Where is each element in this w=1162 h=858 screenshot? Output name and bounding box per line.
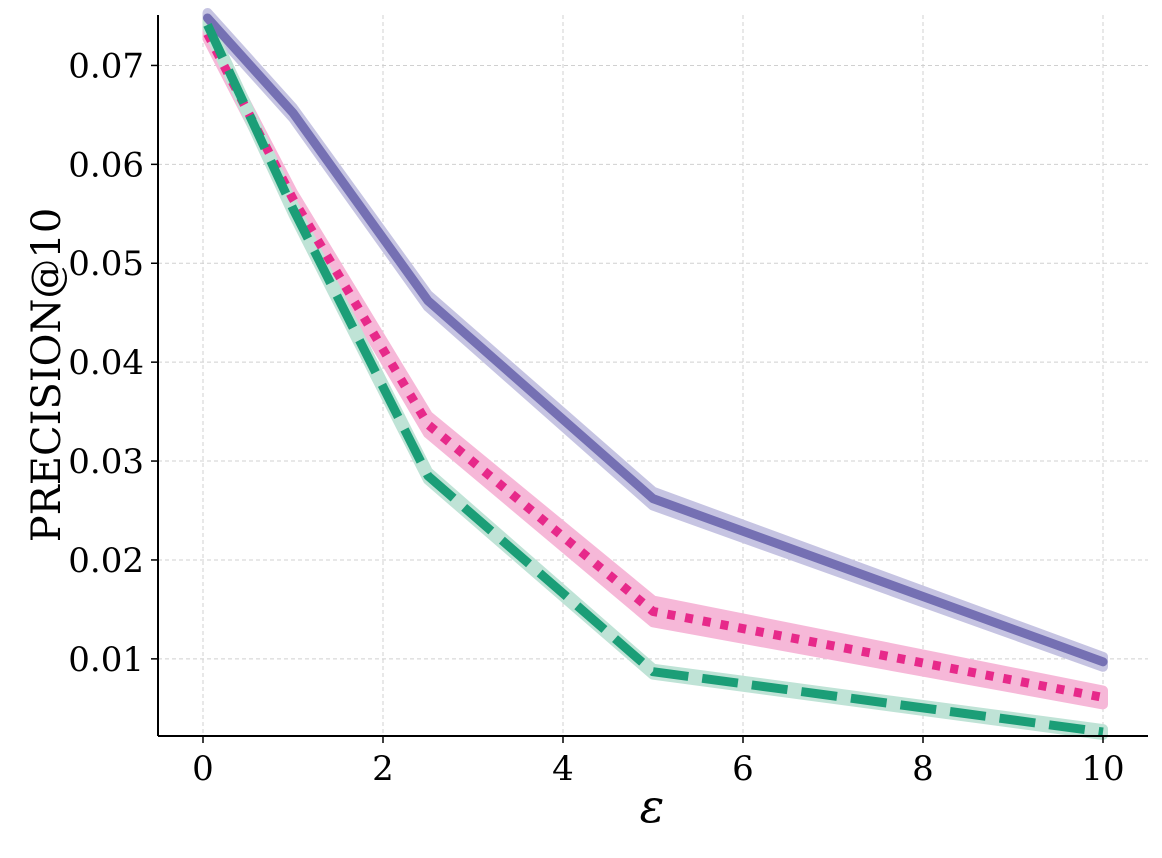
series-1-band (202, 8, 1108, 672)
y-axis-label: PRECISION@10 (24, 208, 70, 543)
y-tick-label: 0.07 (68, 46, 144, 86)
y-tick-label: 0.02 (68, 541, 144, 581)
axes (151, 15, 1148, 743)
x-tick-label: 6 (732, 749, 754, 789)
x-tick-label: 4 (552, 749, 574, 789)
tick-labels: 0 2 4 6 8 10 0.01 0.02 0.03 0.04 0.05 0.06 0.07 (68, 46, 1124, 789)
x-tick-label: 8 (912, 749, 934, 789)
series-lines (203, 13, 1108, 737)
series-3-band (202, 15, 1108, 740)
x-axis-label: ε (640, 779, 665, 833)
series-1-line (203, 13, 1108, 667)
y-tick-label: 0.03 (68, 442, 144, 482)
series-3-line (203, 23, 1104, 737)
y-tick-label: 0.05 (68, 244, 144, 284)
x-tick-label: 2 (372, 749, 394, 789)
x-tick-label: 10 (1081, 749, 1124, 789)
y-tick-label: 0.01 (68, 640, 144, 680)
y-tick-label: 0.06 (68, 145, 144, 185)
x-tick-label: 0 (192, 749, 214, 789)
confidence-bands (202, 8, 1108, 740)
y-tick-label: 0.04 (68, 343, 144, 383)
